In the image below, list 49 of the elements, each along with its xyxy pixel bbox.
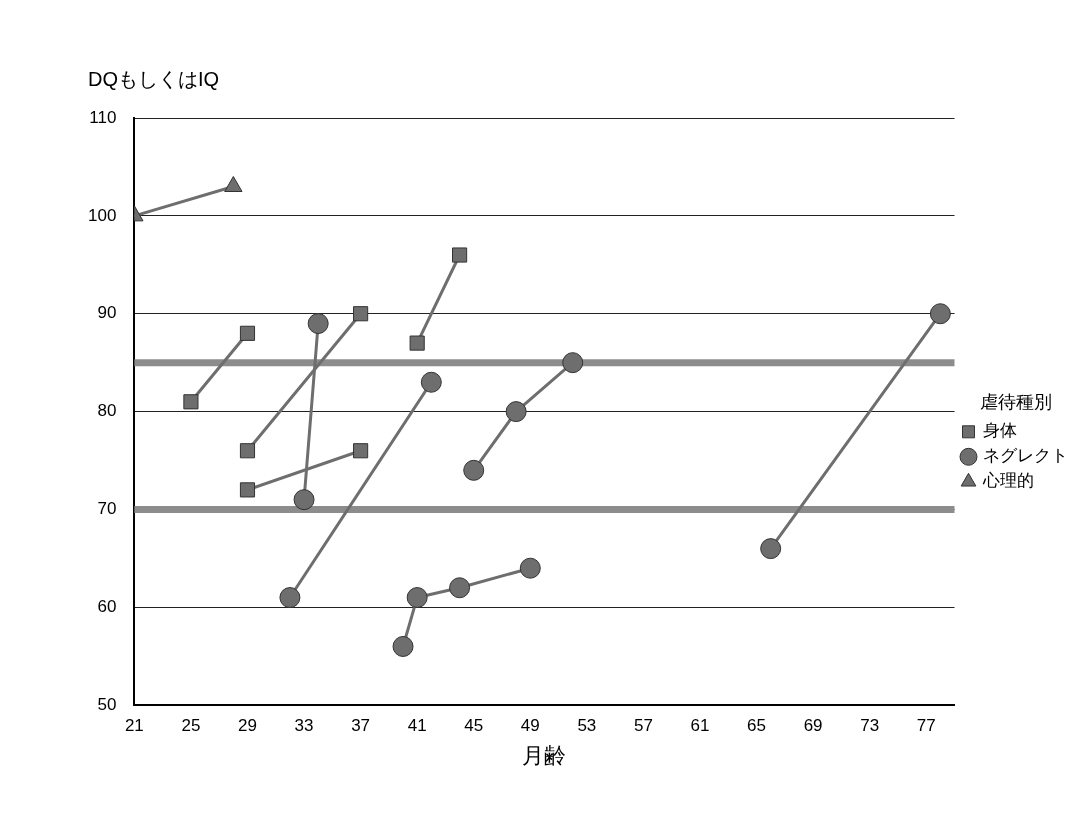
- x-tick-label: 73: [860, 716, 880, 736]
- y-tick-label: 90: [97, 303, 117, 323]
- y-tick-label: 70: [97, 499, 117, 519]
- point: [293, 489, 315, 511]
- legend-label: 身体: [983, 421, 1017, 441]
- point: [505, 401, 527, 423]
- legend-label: 心理的: [982, 471, 1034, 491]
- point: [452, 247, 468, 263]
- y-tick-label: 80: [97, 401, 117, 421]
- x-tick-label: 25: [181, 716, 201, 736]
- x-tick-label: 57: [633, 716, 653, 736]
- y-tick-label: 50: [97, 694, 117, 714]
- point: [307, 313, 329, 335]
- point: [562, 352, 584, 374]
- point: [183, 394, 199, 410]
- point: [929, 303, 951, 325]
- point: [409, 335, 425, 351]
- y-tick-label: 60: [97, 597, 117, 617]
- x-tick-label: 45: [464, 716, 484, 736]
- point: [449, 577, 471, 599]
- y-tick-label: 110: [89, 107, 117, 127]
- x-tick-label: 49: [520, 716, 540, 736]
- x-tick-label: 69: [803, 716, 823, 736]
- x-axis-title: 月齢: [522, 742, 567, 768]
- x-tick-label: 65: [747, 716, 766, 736]
- x-tick-label: 33: [294, 716, 314, 736]
- x-tick-label: 41: [407, 716, 427, 736]
- y-tick-label: 100: [87, 205, 117, 225]
- point: [519, 557, 541, 579]
- y-axis-title: DQもしくはIQ: [88, 67, 220, 90]
- point: [239, 325, 256, 341]
- x-tick-label: 37: [351, 716, 371, 736]
- point: [463, 459, 485, 481]
- x-tick-label: 61: [690, 716, 710, 736]
- x-tick-label: 53: [577, 716, 597, 736]
- x-tick-label: 21: [124, 716, 144, 736]
- point: [239, 443, 256, 459]
- point: [760, 538, 782, 560]
- legend-title: 虐待種別: [980, 391, 1053, 412]
- point: [420, 371, 442, 393]
- legend-label: ネグレクト: [983, 446, 1068, 466]
- x-tick-label: 77: [916, 716, 936, 736]
- point: [239, 482, 256, 498]
- point: [279, 587, 301, 609]
- point: [353, 443, 369, 459]
- point: [406, 587, 428, 609]
- point: [353, 306, 369, 322]
- x-tick-label: 29: [238, 716, 257, 736]
- point: [392, 635, 414, 657]
